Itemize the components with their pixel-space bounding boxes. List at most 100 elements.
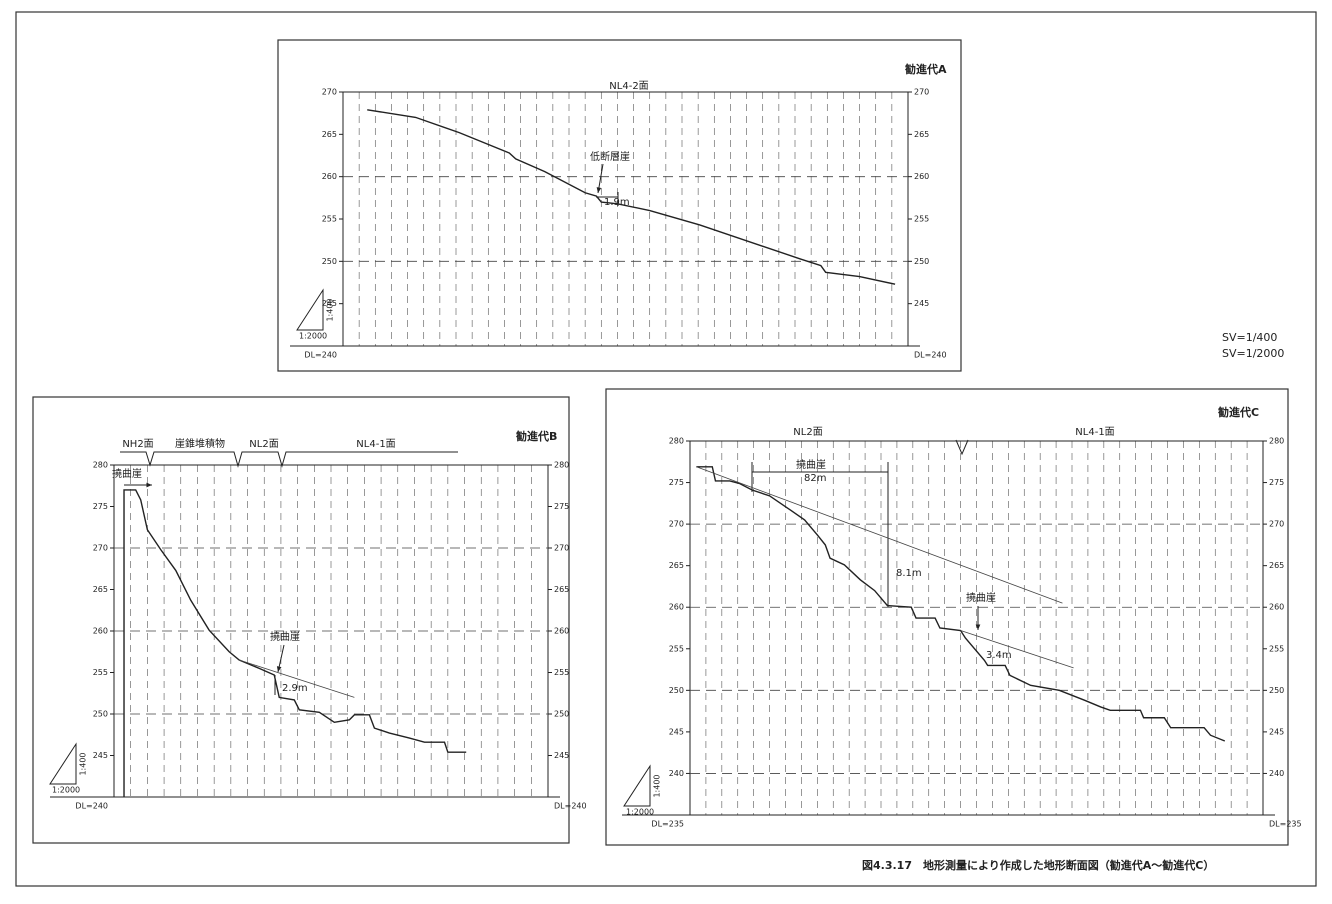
page-border (15, 11, 1317, 887)
scale-label: 1:2000 (299, 332, 327, 341)
y-tick-label: 260 (322, 172, 337, 181)
surface-label: NL2面 (793, 427, 822, 438)
y-tick-label: DL=235 (1269, 820, 1302, 829)
notch (955, 439, 969, 456)
y-tick-label: 270 (914, 88, 929, 97)
scale-triangle (49, 742, 77, 785)
annotation: 撓曲崖 (796, 459, 826, 471)
scale-label: 1:2000 (52, 786, 80, 795)
scale-label: 1:400 (79, 752, 88, 775)
y-tick-label: 255 (914, 215, 929, 224)
annotation: 8.1m (896, 568, 922, 579)
y-tick-label: 255 (554, 668, 569, 677)
panel-border (277, 39, 962, 372)
y-tick-label: 260 (1269, 603, 1284, 612)
y-tick-label: 270 (669, 520, 684, 529)
panel-border (32, 396, 570, 844)
annotation: 1.9m (604, 197, 630, 208)
y-tick-label: 265 (669, 561, 684, 570)
y-tick-label: 250 (93, 710, 108, 719)
y-tick-label: 280 (93, 461, 108, 470)
profile-line (367, 109, 896, 285)
arrow-head (146, 482, 152, 488)
panel-border (605, 388, 1289, 846)
surface-label: NH2面 (122, 439, 153, 450)
y-tick-label: 255 (322, 215, 337, 224)
y-tick-label: 250 (669, 686, 684, 695)
y-tick-label: 275 (1269, 478, 1284, 487)
y-tick-label: 245 (554, 751, 569, 760)
profile-line (960, 630, 1074, 669)
y-tick-label: DL=240 (554, 802, 587, 811)
y-tick-label: 280 (554, 461, 569, 470)
y-tick-label: 245 (322, 299, 337, 308)
annotation: 撓曲崖 (270, 631, 300, 643)
y-tick-label: 260 (914, 172, 929, 181)
y-tick-label: 250 (554, 710, 569, 719)
y-tick-label: 260 (554, 627, 569, 636)
y-tick-label: 275 (93, 502, 108, 511)
annotation: 2.9m (282, 683, 308, 694)
y-tick-label: 250 (914, 257, 929, 266)
surface-label: 崖錐堆積物 (175, 437, 225, 450)
guide-line (120, 451, 458, 468)
y-tick-label: 270 (322, 88, 337, 97)
annotation: 撓曲崖 (112, 468, 142, 480)
y-tick-label: 275 (669, 478, 684, 487)
arrow-head (276, 666, 282, 672)
surface-label: NL4-1面 (1075, 427, 1114, 438)
y-tick-label: 265 (914, 130, 929, 139)
y-tick-label: 260 (93, 627, 108, 636)
y-tick-label: 255 (93, 668, 108, 677)
y-tick-label: 260 (669, 603, 684, 612)
y-tick-label: 245 (669, 727, 684, 736)
scale-triangle (296, 288, 324, 331)
chart-title: 勧進代A (905, 62, 947, 76)
y-tick-label: DL=235 (651, 820, 684, 829)
caption: 図4.3.17 地形測量により作成した地形断面図（勧進代A～勧進代C） (862, 858, 1214, 872)
annotation: 低断層崖 (590, 150, 630, 163)
scale-note: SV=1/2000 (1222, 347, 1284, 360)
y-tick-label: 240 (1269, 769, 1284, 778)
surface-label: NL4-1面 (356, 439, 395, 450)
chart-title: 勧進代C (1218, 405, 1259, 419)
profile-line (696, 466, 1063, 604)
arrow-head (596, 187, 602, 193)
surface-label: NL2面 (249, 439, 278, 450)
y-tick-label: 265 (322, 130, 337, 139)
y-tick-label: 255 (1269, 644, 1284, 653)
scale-triangle (623, 764, 651, 807)
y-tick-label: 280 (669, 437, 684, 446)
annotation: 3.4m (986, 650, 1012, 661)
y-tick-label: 255 (669, 644, 684, 653)
y-tick-label: DL=240 (914, 351, 947, 360)
y-tick-label: 270 (1269, 520, 1284, 529)
y-tick-label: 245 (1269, 727, 1284, 736)
y-tick-label: 240 (669, 769, 684, 778)
annotation: 撓曲崖 (966, 592, 996, 604)
y-tick-label: 245 (93, 751, 108, 760)
scale-note: SV=1/400 (1222, 331, 1277, 344)
profile-line (239, 659, 355, 698)
y-tick-label: DL=240 (75, 802, 108, 811)
y-tick-label: 270 (93, 544, 108, 553)
y-tick-label: 265 (93, 585, 108, 594)
profile-line (123, 489, 467, 797)
y-tick-label: 275 (554, 502, 569, 511)
annotation: 82m (804, 473, 826, 484)
y-tick-label: 265 (1269, 561, 1284, 570)
arrow-head (975, 624, 981, 630)
chart-title: 勧進代B (516, 429, 557, 443)
y-tick-label: 250 (322, 257, 337, 266)
scale-label: 1:400 (326, 298, 335, 321)
y-tick-label: 270 (554, 544, 569, 553)
y-tick-label: 265 (554, 585, 569, 594)
scale-label: 1:400 (653, 774, 662, 797)
y-tick-label: 245 (914, 299, 929, 308)
y-tick-label: 280 (1269, 437, 1284, 446)
surface-label: NL4-2面 (609, 81, 648, 92)
y-tick-label: DL=240 (304, 351, 337, 360)
y-tick-label: 250 (1269, 686, 1284, 695)
profile-line (696, 466, 1226, 742)
